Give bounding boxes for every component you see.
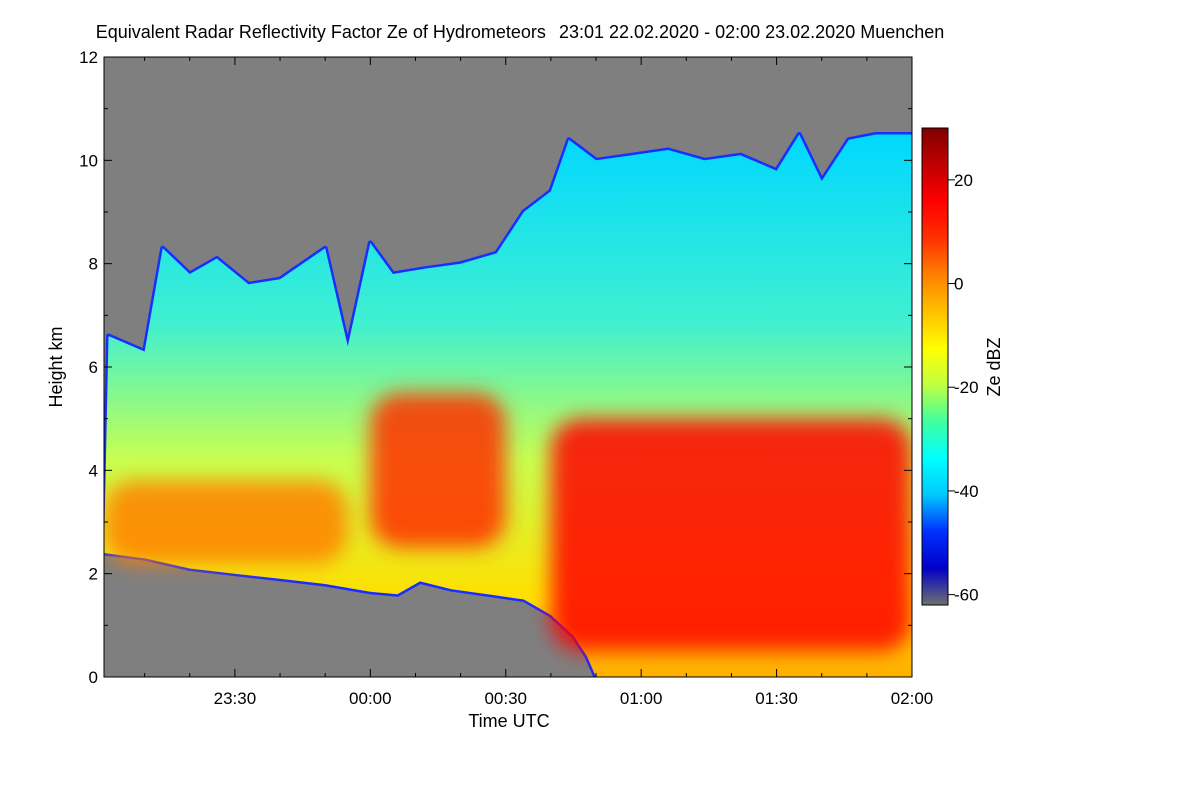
- x-axis: 23:30 00:00 00:30 01:00 01:30 02:00: [144, 57, 934, 708]
- colorbar-label: Ze dBZ: [984, 337, 1004, 396]
- x-tick-label: 23:30: [214, 689, 257, 708]
- y-tick-label: 6: [89, 358, 98, 377]
- chart-title-main: Equivalent Radar Reflectivity Factor Ze …: [95, 22, 546, 42]
- y-tick-label: 12: [79, 48, 98, 67]
- reflectivity-core: [370, 392, 506, 548]
- colorbar-tick-label: -20: [954, 378, 979, 397]
- colorbar-tick-label: 0: [954, 275, 963, 294]
- colorbar: [921, 127, 949, 606]
- y-tick-label: 10: [79, 151, 98, 170]
- x-tick-label: 00:00: [349, 689, 392, 708]
- reflectivity-core: [104, 480, 348, 564]
- reflectivity-cores: [104, 392, 912, 652]
- heatmap-layer: [104, 132, 912, 677]
- y-tick-label: 4: [89, 461, 98, 480]
- reflectivity-core: [550, 418, 912, 652]
- x-tick-label: 02:00: [891, 689, 934, 708]
- chart-title: Equivalent Radar Reflectivity Factor Ze …: [0, 22, 1040, 43]
- y-tick-label: 2: [89, 565, 98, 584]
- colorbar-tick-label: -60: [954, 586, 979, 605]
- x-tick-label: 01:00: [620, 689, 663, 708]
- x-tick-label: 01:30: [755, 689, 798, 708]
- chart-title-period: 23:01 22.02.2020 - 02:00 23.02.2020 Muen…: [558, 22, 945, 42]
- y-axis: 0 2 4 6 8 10 12: [79, 48, 912, 687]
- y-tick-label: 0: [89, 668, 98, 687]
- colorbar-axis: 20 0 -20 -40 -60: [948, 171, 979, 605]
- x-axis-label: Time UTC: [468, 711, 549, 731]
- y-axis-label: Height km: [46, 326, 66, 407]
- colorbar-tick-label: -40: [954, 482, 979, 501]
- colorbar-tick-label: 20: [954, 171, 973, 190]
- y-tick-label: 8: [89, 255, 98, 274]
- x-tick-label: 00:30: [484, 689, 527, 708]
